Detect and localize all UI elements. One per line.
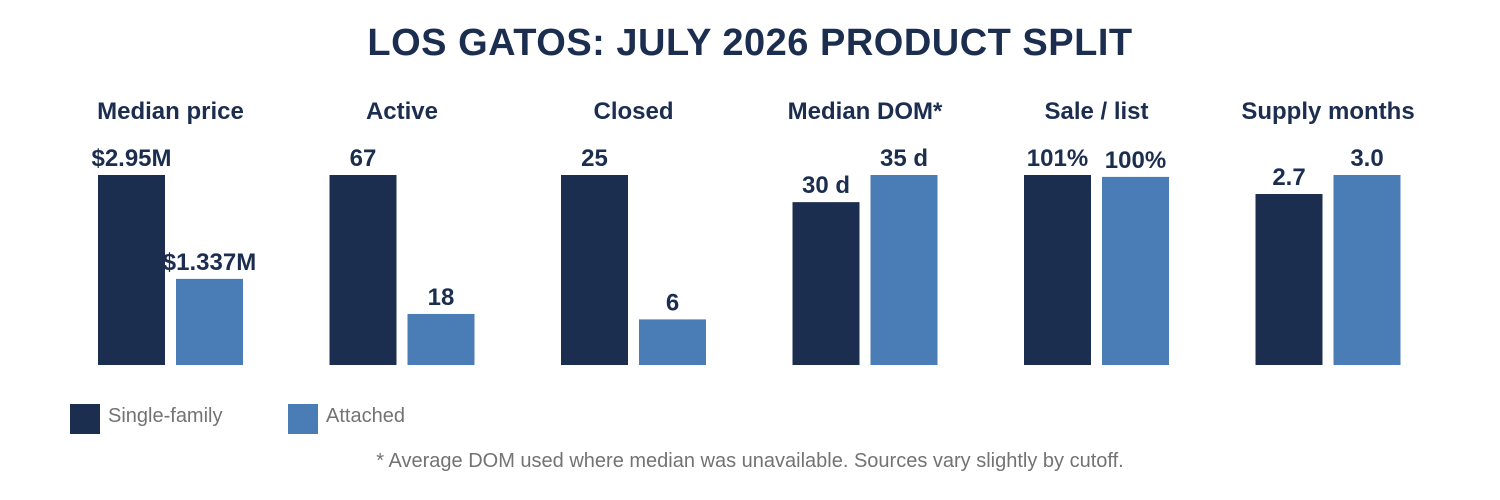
bar-closed-attached bbox=[639, 319, 706, 365]
data-label-median-dom-single-family: 30 d bbox=[802, 172, 850, 199]
legend-label-single-family: Single-family bbox=[108, 405, 223, 427]
bar-supply-months-attached bbox=[1333, 175, 1401, 365]
bar-median-price-single-family bbox=[98, 175, 165, 365]
chart-median-dom: Median DOM* 30 d 35 d bbox=[788, 98, 943, 365]
bar-sale-list-single-family bbox=[1024, 175, 1091, 365]
legend-label-attached: Attached bbox=[326, 405, 405, 427]
data-label-median-dom-attached: 35 d bbox=[880, 145, 928, 172]
bar-active-attached bbox=[407, 313, 475, 365]
data-label-median-price-attached: $1.337M bbox=[163, 249, 256, 276]
chart-median-price: Median price $2.95M $1.337M bbox=[91, 98, 256, 365]
chart-title: LOS GATOS: JULY 2026 PRODUCT SPLIT bbox=[367, 22, 1133, 64]
chart-sale-list: Sale / list 101% 100% bbox=[1024, 98, 1169, 365]
chart-closed: Closed 25 6 bbox=[561, 98, 706, 365]
data-label-sale-list-single-family: 101% bbox=[1027, 145, 1088, 172]
data-label-median-price-single-family: $2.95M bbox=[91, 145, 171, 172]
bar-closed-single-family bbox=[561, 175, 628, 365]
bar-median-dom-attached bbox=[870, 175, 938, 365]
chart-title-supply-months: Supply months bbox=[1241, 98, 1414, 125]
chart-supply-months: Supply months 2.7 3.0 bbox=[1241, 98, 1415, 365]
bar-active-single-family bbox=[329, 175, 397, 365]
chart-title-median-price: Median price bbox=[97, 98, 244, 125]
legend-swatch-single-family bbox=[70, 404, 100, 434]
bar-median-price-attached bbox=[176, 278, 243, 365]
data-label-closed-attached: 6 bbox=[666, 289, 679, 316]
chart-title-sale-list: Sale / list bbox=[1044, 98, 1148, 125]
data-label-closed-single-family: 25 bbox=[581, 145, 608, 172]
chart-active: Active 67 18 bbox=[329, 98, 475, 365]
chart-title-active: Active bbox=[366, 98, 438, 125]
chart-title-median-dom: Median DOM* bbox=[788, 98, 943, 125]
legend-swatch-attached bbox=[288, 404, 318, 434]
bar-supply-months-single-family bbox=[1255, 194, 1323, 365]
data-label-sale-list-attached: 100% bbox=[1105, 147, 1166, 174]
data-label-active-single-family: 67 bbox=[350, 145, 377, 172]
bar-median-dom-single-family bbox=[792, 202, 860, 365]
data-label-supply-months-single-family: 2.7 bbox=[1272, 164, 1305, 191]
chart-title-closed: Closed bbox=[593, 98, 673, 125]
footnote: * Average DOM used where median was unav… bbox=[376, 450, 1124, 472]
data-label-active-attached: 18 bbox=[428, 284, 455, 311]
data-label-supply-months-attached: 3.0 bbox=[1350, 145, 1383, 172]
bar-sale-list-attached bbox=[1102, 176, 1169, 365]
